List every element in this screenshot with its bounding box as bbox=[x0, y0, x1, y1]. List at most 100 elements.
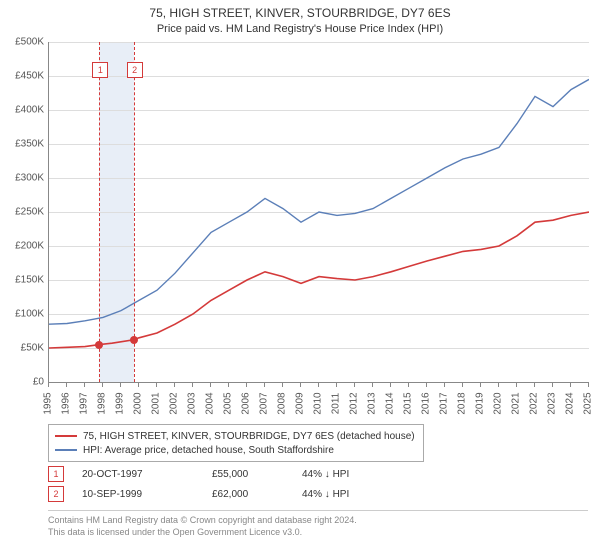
footer-line: Contains HM Land Registry data © Crown c… bbox=[48, 515, 588, 527]
x-axis-label: 2025 bbox=[583, 392, 594, 414]
x-tick bbox=[588, 382, 589, 387]
y-axis-label: £200K bbox=[4, 241, 44, 252]
series-line-price_paid bbox=[49, 212, 589, 348]
x-axis-label: 2018 bbox=[457, 392, 468, 414]
x-axis-label: 2019 bbox=[475, 392, 486, 414]
legend-swatch bbox=[55, 435, 77, 437]
x-tick bbox=[120, 382, 121, 387]
x-axis-label: 2008 bbox=[277, 392, 288, 414]
x-tick bbox=[102, 382, 103, 387]
x-axis-label: 1998 bbox=[97, 392, 108, 414]
x-tick bbox=[282, 382, 283, 387]
x-tick bbox=[444, 382, 445, 387]
events-table: 1 20-OCT-1997 £55,000 44% ↓ HPI 2 10-SEP… bbox=[48, 464, 349, 504]
footer-line: This data is licensed under the Open Gov… bbox=[48, 527, 588, 539]
event-marker-box: 2 bbox=[48, 486, 64, 502]
chart-subtitle: Price paid vs. HM Land Registry's House … bbox=[0, 22, 600, 36]
x-tick bbox=[354, 382, 355, 387]
chart-area: 12 £0£50K£100K£150K£200K£250K£300K£350K£… bbox=[48, 42, 588, 410]
x-tick bbox=[210, 382, 211, 387]
x-tick bbox=[408, 382, 409, 387]
x-axis-label: 2010 bbox=[313, 392, 324, 414]
legend-label: HPI: Average price, detached house, Sout… bbox=[83, 445, 334, 456]
legend-swatch bbox=[55, 449, 77, 451]
x-axis-label: 2022 bbox=[529, 392, 540, 414]
event-price: £62,000 bbox=[212, 489, 302, 500]
x-tick bbox=[570, 382, 571, 387]
x-tick bbox=[138, 382, 139, 387]
x-axis-label: 2015 bbox=[403, 392, 414, 414]
legend-item: HPI: Average price, detached house, Sout… bbox=[55, 443, 415, 457]
x-axis-label: 2013 bbox=[367, 392, 378, 414]
x-axis-label: 2006 bbox=[241, 392, 252, 414]
x-axis-label: 2020 bbox=[493, 392, 504, 414]
y-axis-label: £500K bbox=[4, 37, 44, 48]
x-tick bbox=[246, 382, 247, 387]
x-tick bbox=[318, 382, 319, 387]
y-axis-label: £100K bbox=[4, 309, 44, 320]
x-axis-label: 2009 bbox=[295, 392, 306, 414]
x-tick bbox=[336, 382, 337, 387]
x-axis-label: 2011 bbox=[331, 393, 342, 415]
x-tick bbox=[426, 382, 427, 387]
chart-container: 75, HIGH STREET, KINVER, STOURBRIDGE, DY… bbox=[0, 0, 600, 560]
data-point-marker bbox=[130, 336, 138, 344]
x-tick bbox=[390, 382, 391, 387]
y-axis-label: £300K bbox=[4, 173, 44, 184]
event-marker-box: 1 bbox=[92, 62, 108, 78]
x-axis-label: 2004 bbox=[205, 392, 216, 414]
series-line-hpi bbox=[49, 79, 589, 324]
event-marker-box: 2 bbox=[127, 62, 143, 78]
x-tick bbox=[300, 382, 301, 387]
event-date: 20-OCT-1997 bbox=[82, 469, 212, 480]
y-axis-label: £250K bbox=[4, 207, 44, 218]
x-tick bbox=[462, 382, 463, 387]
x-tick bbox=[552, 382, 553, 387]
event-row: 2 10-SEP-1999 £62,000 44% ↓ HPI bbox=[48, 484, 349, 504]
event-marker-box: 1 bbox=[48, 466, 64, 482]
y-axis-label: £400K bbox=[4, 105, 44, 116]
x-axis-label: 2002 bbox=[169, 392, 180, 414]
x-axis-label: 1995 bbox=[43, 392, 54, 414]
x-axis-label: 2024 bbox=[565, 392, 576, 414]
y-axis-label: £50K bbox=[4, 343, 44, 354]
x-axis-label: 2017 bbox=[439, 392, 450, 414]
data-point-marker bbox=[95, 341, 103, 349]
x-axis-label: 1999 bbox=[115, 392, 126, 414]
event-row: 1 20-OCT-1997 £55,000 44% ↓ HPI bbox=[48, 464, 349, 484]
event-delta: 44% ↓ HPI bbox=[302, 489, 349, 500]
y-axis-label: £450K bbox=[4, 71, 44, 82]
legend: 75, HIGH STREET, KINVER, STOURBRIDGE, DY… bbox=[48, 424, 424, 462]
event-delta: 44% ↓ HPI bbox=[302, 469, 349, 480]
x-tick bbox=[534, 382, 535, 387]
event-vline bbox=[134, 42, 135, 382]
x-tick bbox=[264, 382, 265, 387]
x-tick bbox=[174, 382, 175, 387]
x-axis-label: 2014 bbox=[385, 392, 396, 414]
x-tick bbox=[192, 382, 193, 387]
x-tick bbox=[156, 382, 157, 387]
x-tick bbox=[480, 382, 481, 387]
x-tick bbox=[516, 382, 517, 387]
y-axis-label: £350K bbox=[4, 139, 44, 150]
x-tick bbox=[498, 382, 499, 387]
x-axis-label: 2021 bbox=[511, 392, 522, 414]
event-vline bbox=[99, 42, 100, 382]
x-axis-label: 2005 bbox=[223, 392, 234, 414]
x-axis-label: 2000 bbox=[133, 392, 144, 414]
x-axis-label: 1997 bbox=[79, 392, 90, 414]
legend-item: 75, HIGH STREET, KINVER, STOURBRIDGE, DY… bbox=[55, 429, 415, 443]
x-axis-label: 2001 bbox=[151, 392, 162, 414]
x-tick bbox=[66, 382, 67, 387]
x-axis-label: 2012 bbox=[349, 392, 360, 414]
x-axis-label: 1996 bbox=[61, 392, 72, 414]
plot-region: 12 bbox=[48, 42, 589, 383]
x-tick bbox=[48, 382, 49, 387]
y-axis-label: £150K bbox=[4, 275, 44, 286]
event-price: £55,000 bbox=[212, 469, 302, 480]
x-tick bbox=[228, 382, 229, 387]
x-tick bbox=[372, 382, 373, 387]
x-axis-label: 2003 bbox=[187, 392, 198, 414]
legend-label: 75, HIGH STREET, KINVER, STOURBRIDGE, DY… bbox=[83, 431, 415, 442]
chart-title: 75, HIGH STREET, KINVER, STOURBRIDGE, DY… bbox=[0, 0, 600, 22]
